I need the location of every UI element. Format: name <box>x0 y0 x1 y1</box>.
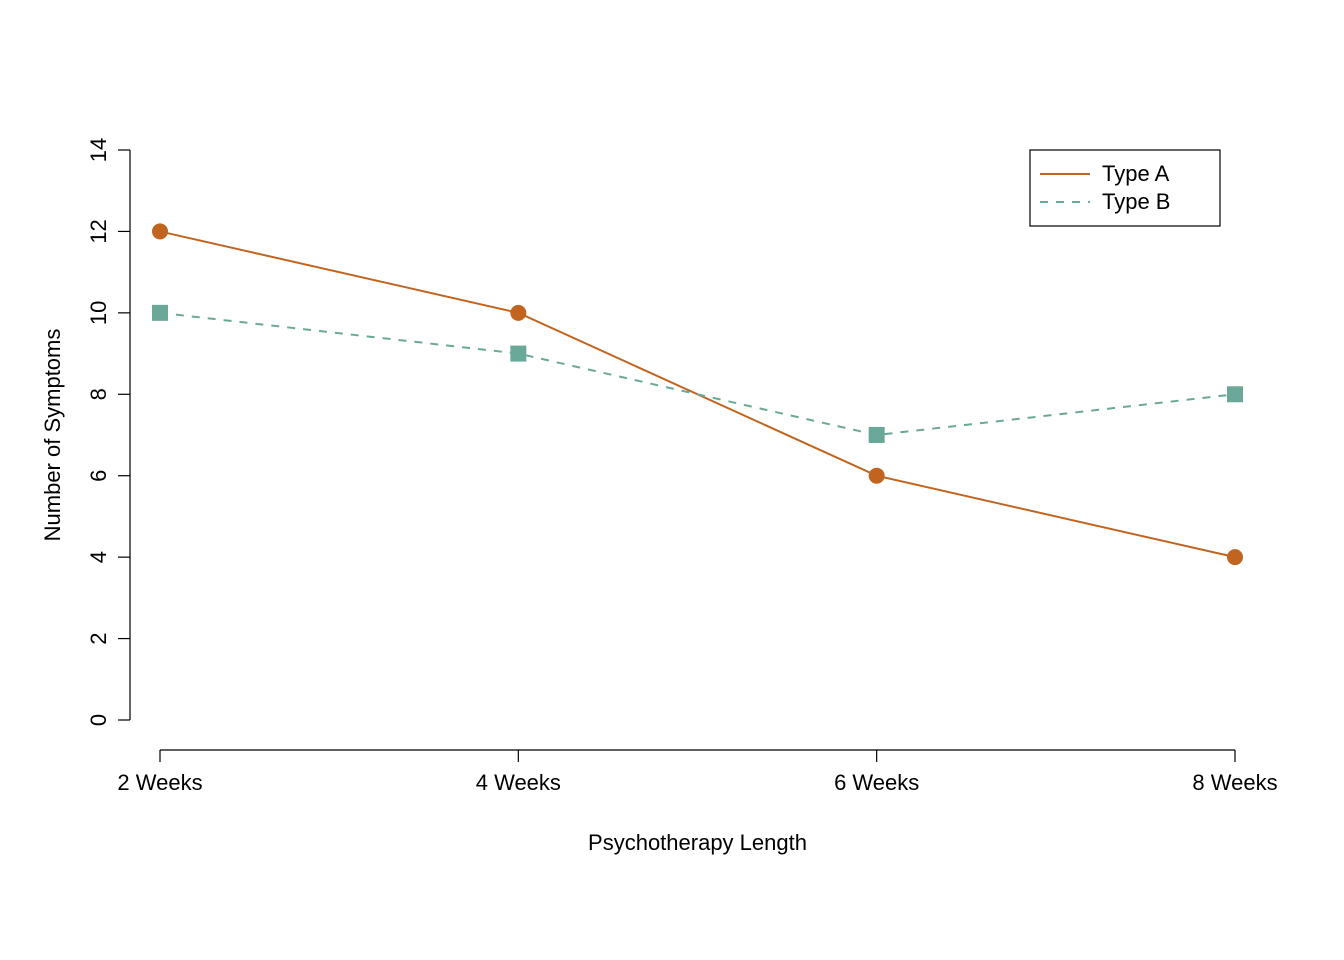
marker-square <box>869 427 885 443</box>
marker-square <box>1227 386 1243 402</box>
y-tick-label: 4 <box>86 551 111 563</box>
y-tick-label: 0 <box>86 714 111 726</box>
marker-circle <box>152 223 168 239</box>
x-tick-label: 2 Weeks <box>117 770 202 795</box>
x-tick-label: 8 Weeks <box>1192 770 1277 795</box>
line-chart: 2 Weeks 4 Weeks 6 Weeks 8 Weeks Psychotherap… <box>0 0 1344 960</box>
marker-square <box>510 346 526 362</box>
marker-circle <box>510 305 526 321</box>
y-tick-label: 12 <box>86 219 111 243</box>
y-tick-label: 14 <box>86 138 111 162</box>
marker-square <box>152 305 168 321</box>
chart-container: 2 Weeks 4 Weeks 6 Weeks 8 Weeks Psychotherap… <box>0 0 1344 960</box>
legend-label: Type B <box>1102 189 1170 214</box>
x-tick-label: 6 Weeks <box>834 770 919 795</box>
y-tick-label: 8 <box>86 388 111 400</box>
legend-label: Type A <box>1102 161 1170 186</box>
marker-circle <box>869 468 885 484</box>
x-tick-label: 4 Weeks <box>476 770 561 795</box>
y-tick-label: 10 <box>86 301 111 325</box>
y-tick-label: 6 <box>86 470 111 482</box>
x-axis-label: Psychotherapy Length <box>588 830 807 855</box>
marker-circle <box>1227 549 1243 565</box>
y-tick-label: 2 <box>86 632 111 644</box>
y-axis-label: Number of Symptoms <box>40 329 65 542</box>
